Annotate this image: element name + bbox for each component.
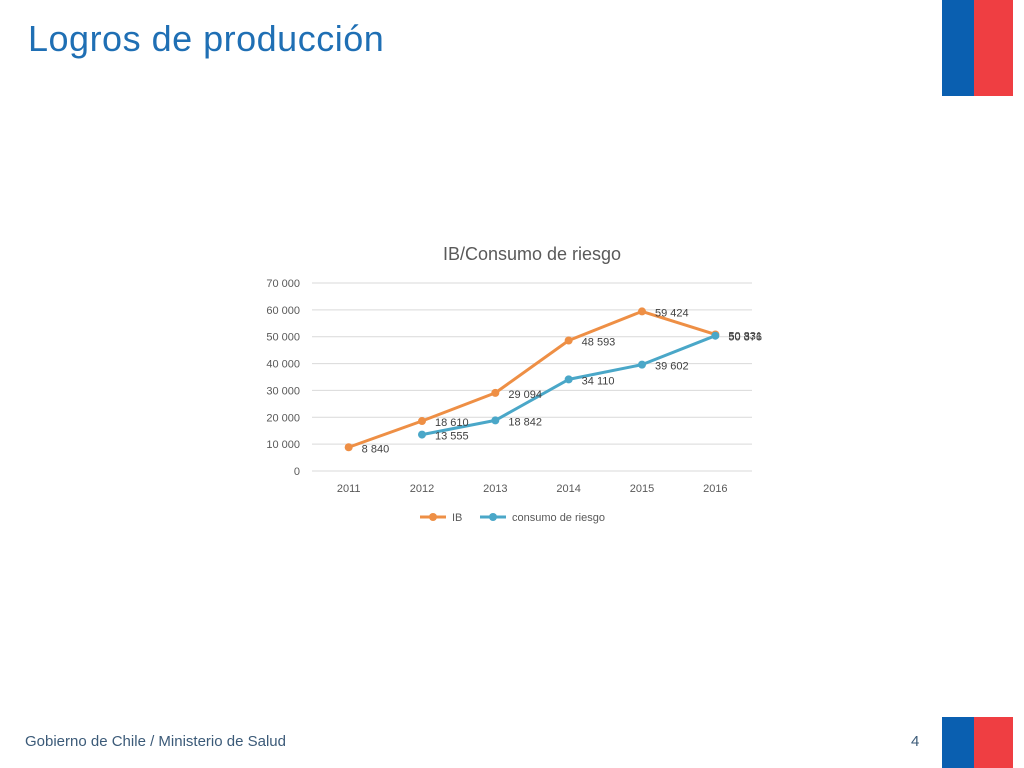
data-label: 50 376 <box>728 332 762 344</box>
flag-blue-band <box>942 717 974 768</box>
data-label: 50 831 <box>728 330 762 342</box>
data-point <box>344 443 353 452</box>
x-tick-label: 2016 <box>703 483 727 495</box>
legend-label: IB <box>452 512 462 524</box>
data-point <box>711 331 720 340</box>
data-point <box>491 388 500 397</box>
data-point <box>564 375 573 384</box>
x-tick-label: 2013 <box>483 483 507 495</box>
page-number: 4 <box>911 733 920 750</box>
y-tick-label: 50 000 <box>266 332 300 344</box>
chile-flag-logo-bottom <box>942 717 1013 768</box>
x-tick-label: 2011 <box>337 483 361 495</box>
data-point <box>564 336 573 345</box>
y-tick-label: 60 000 <box>266 305 300 317</box>
data-point <box>418 417 426 426</box>
footer-text: Gobierno de Chile / Ministerio de Salud <box>25 733 286 750</box>
y-tick-label: 30 000 <box>266 385 300 397</box>
y-tick-label: 40 000 <box>266 359 300 371</box>
x-tick-label: 2014 <box>556 483 580 495</box>
y-tick-label: 20 000 <box>266 412 300 424</box>
data-label: 29 094 <box>508 389 542 401</box>
data-point <box>491 416 500 425</box>
flag-red-band <box>974 0 1013 96</box>
flag-blue-band <box>942 0 974 96</box>
legend-swatch-marker <box>489 513 497 521</box>
data-label: 18 610 <box>435 417 469 429</box>
data-point <box>418 430 426 439</box>
data-label: 8 840 <box>362 443 390 455</box>
data-point <box>638 307 646 316</box>
data-label: 59 424 <box>655 307 689 319</box>
flag-red-band <box>974 717 1013 768</box>
line-chart: IB/Consumo de riesgo 0 10 000 20 000 30 000 4… <box>266 244 762 524</box>
data-label: 13 555 <box>435 431 469 443</box>
legend-swatch-marker <box>429 513 437 521</box>
legend-label: consumo de riesgo <box>512 512 605 524</box>
y-tick-label: 0 <box>294 466 300 478</box>
chart-title: IB/Consumo de riesgo <box>443 244 621 264</box>
y-tick-label: 10 000 <box>266 439 300 451</box>
slide-title: Logros de producción <box>28 18 385 59</box>
x-tick-label: 2012 <box>410 483 434 495</box>
y-tick-label: 70 000 <box>266 278 300 290</box>
data-label: 48 593 <box>582 336 616 348</box>
series-line-ib <box>348 309 716 449</box>
data-point <box>638 360 646 369</box>
data-label: 34 110 <box>582 375 615 387</box>
chile-flag-logo-top <box>942 0 1013 96</box>
data-label: 39 602 <box>655 361 689 373</box>
x-tick-label: 2015 <box>630 483 654 495</box>
data-label: 18 842 <box>508 416 542 428</box>
